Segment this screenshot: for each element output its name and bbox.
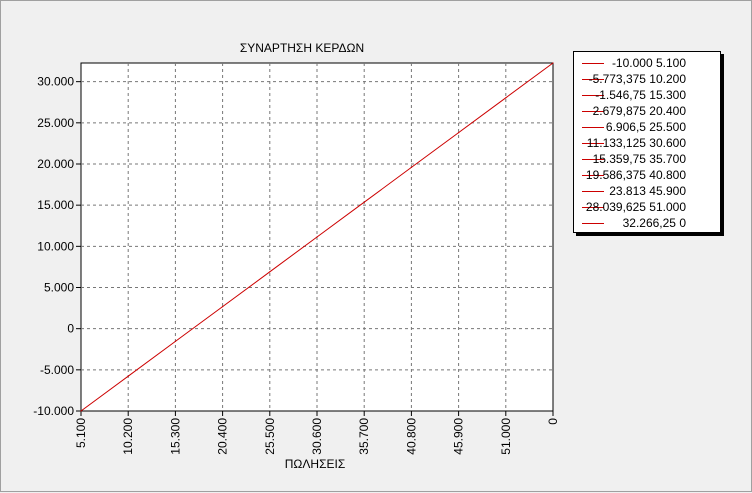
x-tick-label: 40.800 [404,418,418,455]
legend-swatch [582,63,604,64]
x-tick-label: 10.200 [121,418,135,455]
legend-item: 15.359,75 35.700 [574,151,720,167]
legend-item: -1.546,75 15.300 [574,87,720,103]
legend-label: 2.679,875 20.400 [592,104,686,118]
x-tick-label: 0 [546,418,560,425]
legend-item: 2.679,875 20.400 [574,103,720,119]
legend-label: 28.039,625 51.000 [585,200,686,214]
legend-item: 23.813 45.900 [574,183,720,199]
legend-item: -5.773,375 10.200 [574,71,720,87]
y-tick-label: 20.000 [37,157,74,171]
legend-label: -10.000 5.100 [611,56,686,70]
grid [81,63,553,411]
y-axis: 30.000 25.000 20.000 15.000 10.000 5.000 0 -5.0… [33,75,81,418]
legend-item: 28.039,625 51.000 [574,199,720,215]
x-tick-label: 20.400 [216,418,230,455]
legend-swatch [582,207,604,208]
legend-swatch [582,127,604,128]
data-point [222,306,224,308]
legend-label: 19.586,375 40.800 [585,168,686,182]
legend-item: -10.000 5.100 [574,55,720,71]
legend-swatch [582,175,604,176]
data-point [80,410,82,412]
y-tick-label: 15.000 [37,198,74,212]
legend-swatch [582,191,604,192]
data-point [174,340,176,342]
legend-label: 6.906,5 25.500 [605,120,686,134]
legend: -10.000 5.100 -5.773,375 10.200 -1.546,75 … [573,51,721,233]
y-tick-label: 0 [67,322,74,336]
legend-item: 32.266,25 0 [574,215,720,231]
x-tick-label: 51.000 [499,418,513,455]
legend-label: 23.813 45.900 [609,184,686,198]
y-tick-label: 10.000 [37,239,74,253]
legend-swatch [582,95,604,96]
series-layer [80,62,554,412]
data-point [316,236,318,238]
legend-swatch [582,223,604,224]
legend-label: 11.133,125 30.600 [586,136,686,150]
legend-item: 11.133,125 30.600 [574,135,720,151]
y-tick-label: 5.000 [44,280,74,294]
data-point [269,271,271,273]
legend-swatch [582,79,604,80]
legend-label: 32.266,25 0 [622,216,686,230]
x-tick-label: 45.900 [452,418,466,455]
x-tick-label: 25.500 [263,418,277,455]
y-tick-label: 30.000 [37,75,74,89]
x-tick-label: 30.600 [310,418,324,455]
data-point [363,201,365,203]
legend-label: -1.546,75 15.300 [595,88,686,102]
data-point [458,132,460,134]
legend-swatch [582,159,604,160]
data-point [552,62,554,64]
chart-title: ΣΥΝΑΡΤΗΣΗ ΚΕΡΔΩΝ [240,41,364,55]
legend-item: 6.906,5 25.500 [574,119,720,135]
x-axis-label: ΠΩΛΗΣΕΙΣ [285,457,346,471]
legend-item: 19.586,375 40.800 [574,167,720,183]
legend-label: 15.359,75 35.700 [592,152,686,166]
legend-label: -5.773,375 10.200 [588,72,686,86]
data-point [127,375,129,377]
y-tick-label: -5.000 [40,363,74,377]
y-tick-label: -10.000 [33,404,74,418]
legend-swatch [582,143,604,144]
y-tick-label: 25.000 [37,116,74,130]
x-axis: 5.100 10.200 15.300 20.400 25.500 30.600 35.70… [74,411,560,455]
x-tick-label: 5.100 [74,418,88,448]
legend-swatch [582,111,604,112]
data-point [505,97,507,99]
x-tick-label: 15.300 [168,418,182,455]
x-tick-label: 35.700 [357,418,371,455]
data-point [410,166,412,168]
